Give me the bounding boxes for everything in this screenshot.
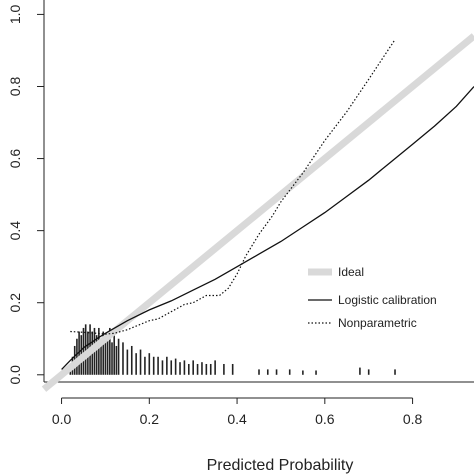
y-tick-label-0: 0.0	[7, 365, 23, 385]
y-axis: 0.0 0.2 0.4 0.6 0.8 1.0	[7, 4, 44, 385]
y-tick-label-5: 1.0	[7, 4, 23, 24]
y-tick-label-2: 0.4	[7, 221, 23, 241]
x-tick-label-3: 0.6	[315, 411, 335, 427]
x-tick-label-1: 0.2	[140, 411, 160, 427]
legend: Ideal Logistic calibration Nonparametric	[308, 265, 437, 330]
logistic-calibration-line	[61, 86, 474, 370]
x-tick-label-4: 0.8	[403, 411, 423, 427]
nonparametric-line	[70, 39, 396, 335]
plot-frame	[43, 0, 474, 383]
ideal-line	[41, 33, 474, 392]
legend-label-0: Ideal	[338, 265, 364, 279]
x-axis-title: Predicted Probability	[207, 457, 354, 474]
x-tick-label-2: 0.4	[227, 411, 247, 427]
series-lines	[41, 33, 474, 392]
y-tick-label-3: 0.6	[7, 149, 23, 169]
legend-label-2: Nonparametric	[338, 316, 417, 330]
legend-label-1: Logistic calibration	[338, 293, 437, 307]
y-tick-label-4: 0.8	[7, 77, 23, 97]
x-tick-label-0: 0.0	[52, 411, 72, 427]
x-axis: 0.0 0.2 0.4 0.6 0.8	[52, 397, 423, 427]
y-tick-label-1: 0.2	[7, 293, 23, 313]
